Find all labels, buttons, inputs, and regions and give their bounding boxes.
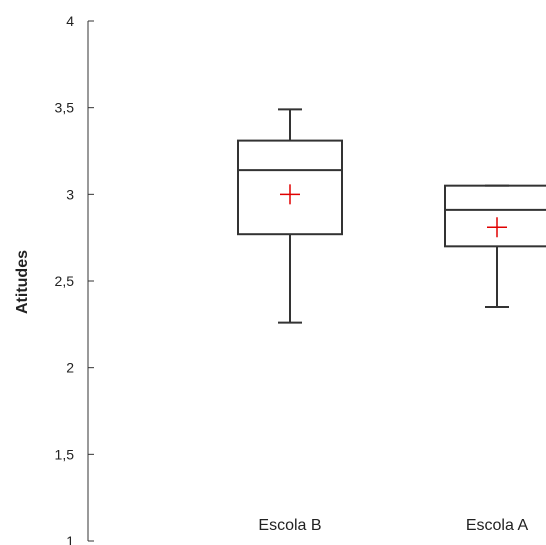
- category-label-2: Escola A: [466, 517, 529, 534]
- y-tick-label-2: 2: [66, 360, 74, 376]
- y-tick-label-1: 1,5: [55, 446, 75, 462]
- y-tick-label-0: 1: [66, 533, 74, 545]
- box-1-iqr-box: [237, 139, 343, 236]
- y-tick-label-4: 3: [66, 186, 74, 202]
- y-tick-label-3: 2,5: [55, 273, 75, 289]
- category-label-1: Escola B: [258, 517, 321, 534]
- y-tick-label-6: 4: [66, 13, 74, 29]
- y-axis-title: Atitudes: [14, 250, 31, 314]
- y-tick-label-5: 3,5: [55, 100, 75, 116]
- box-2-iqr-box: [444, 184, 546, 248]
